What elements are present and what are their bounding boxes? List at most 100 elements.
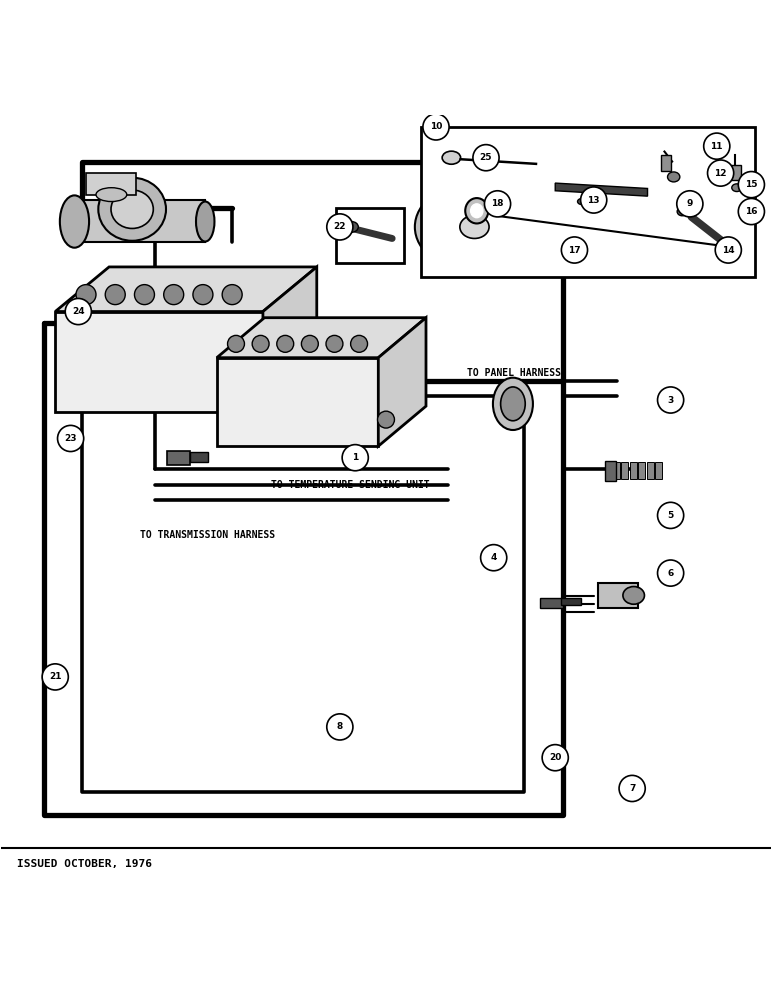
Circle shape bbox=[134, 285, 154, 305]
FancyBboxPatch shape bbox=[730, 165, 740, 180]
FancyBboxPatch shape bbox=[561, 598, 581, 605]
FancyBboxPatch shape bbox=[540, 598, 563, 608]
Text: 8: 8 bbox=[337, 722, 343, 731]
Ellipse shape bbox=[471, 204, 483, 218]
Ellipse shape bbox=[466, 198, 489, 223]
Ellipse shape bbox=[668, 172, 680, 182]
Circle shape bbox=[473, 145, 499, 171]
Text: 14: 14 bbox=[722, 246, 735, 255]
Ellipse shape bbox=[677, 207, 687, 216]
Text: 7: 7 bbox=[629, 784, 635, 793]
Circle shape bbox=[738, 172, 764, 198]
Text: 22: 22 bbox=[334, 222, 346, 231]
Circle shape bbox=[423, 114, 449, 140]
Text: 13: 13 bbox=[587, 196, 600, 205]
Polygon shape bbox=[555, 183, 648, 196]
Circle shape bbox=[738, 198, 764, 225]
FancyBboxPatch shape bbox=[56, 312, 263, 412]
Text: ISSUED OCTOBER, 1976: ISSUED OCTOBER, 1976 bbox=[17, 859, 152, 869]
Circle shape bbox=[326, 335, 343, 352]
Circle shape bbox=[619, 775, 645, 802]
Circle shape bbox=[342, 445, 368, 471]
Circle shape bbox=[76, 285, 96, 305]
FancyBboxPatch shape bbox=[647, 462, 654, 479]
Circle shape bbox=[164, 285, 184, 305]
Polygon shape bbox=[263, 267, 317, 412]
Text: TO TEMPERATURE SENDING UNIT: TO TEMPERATURE SENDING UNIT bbox=[271, 480, 429, 490]
Circle shape bbox=[707, 160, 733, 186]
Circle shape bbox=[252, 335, 269, 352]
Text: 3: 3 bbox=[668, 396, 674, 405]
FancyBboxPatch shape bbox=[336, 208, 404, 263]
Text: 23: 23 bbox=[64, 434, 77, 443]
FancyBboxPatch shape bbox=[621, 462, 628, 479]
Text: 18: 18 bbox=[491, 199, 504, 208]
Circle shape bbox=[58, 425, 83, 452]
FancyBboxPatch shape bbox=[655, 462, 662, 479]
Polygon shape bbox=[56, 267, 317, 312]
Polygon shape bbox=[217, 318, 426, 358]
Ellipse shape bbox=[460, 215, 489, 238]
FancyBboxPatch shape bbox=[630, 462, 637, 479]
FancyBboxPatch shape bbox=[598, 583, 638, 608]
Circle shape bbox=[542, 745, 568, 771]
Text: 9: 9 bbox=[686, 199, 693, 208]
Circle shape bbox=[193, 285, 213, 305]
Circle shape bbox=[481, 545, 506, 571]
Circle shape bbox=[42, 664, 68, 690]
Circle shape bbox=[581, 187, 607, 213]
FancyBboxPatch shape bbox=[661, 155, 672, 171]
FancyBboxPatch shape bbox=[86, 173, 136, 195]
Ellipse shape bbox=[500, 387, 525, 421]
FancyBboxPatch shape bbox=[217, 358, 378, 446]
Circle shape bbox=[704, 133, 730, 159]
Circle shape bbox=[222, 285, 242, 305]
Text: 12: 12 bbox=[714, 169, 727, 178]
Text: 24: 24 bbox=[72, 307, 85, 316]
Text: 1: 1 bbox=[352, 453, 358, 462]
Circle shape bbox=[561, 237, 587, 263]
Text: 6: 6 bbox=[668, 569, 674, 578]
Text: 20: 20 bbox=[549, 753, 561, 762]
Circle shape bbox=[277, 335, 293, 352]
Circle shape bbox=[105, 285, 125, 305]
Ellipse shape bbox=[98, 178, 166, 241]
Text: 15: 15 bbox=[745, 180, 757, 189]
FancyBboxPatch shape bbox=[167, 451, 190, 465]
Text: 21: 21 bbox=[49, 672, 62, 681]
Ellipse shape bbox=[344, 222, 358, 232]
Circle shape bbox=[658, 560, 684, 586]
Circle shape bbox=[327, 714, 353, 740]
FancyBboxPatch shape bbox=[605, 461, 616, 481]
FancyBboxPatch shape bbox=[638, 462, 645, 479]
Circle shape bbox=[228, 335, 245, 352]
Ellipse shape bbox=[623, 587, 645, 604]
FancyBboxPatch shape bbox=[74, 200, 205, 242]
Ellipse shape bbox=[493, 378, 533, 430]
FancyBboxPatch shape bbox=[421, 127, 755, 277]
Circle shape bbox=[658, 502, 684, 528]
Circle shape bbox=[350, 335, 367, 352]
Circle shape bbox=[301, 335, 318, 352]
Ellipse shape bbox=[415, 183, 534, 271]
Text: 5: 5 bbox=[668, 511, 674, 520]
Circle shape bbox=[378, 411, 394, 428]
Ellipse shape bbox=[732, 184, 742, 192]
Ellipse shape bbox=[111, 190, 154, 228]
Text: 25: 25 bbox=[479, 153, 493, 162]
Ellipse shape bbox=[442, 151, 461, 164]
Circle shape bbox=[677, 191, 703, 217]
Text: TO TRANSMISSION HARNESS: TO TRANSMISSION HARNESS bbox=[140, 530, 275, 540]
Ellipse shape bbox=[577, 198, 587, 205]
Text: 16: 16 bbox=[745, 207, 757, 216]
FancyBboxPatch shape bbox=[190, 452, 208, 462]
Polygon shape bbox=[378, 318, 426, 446]
Text: 11: 11 bbox=[710, 142, 723, 151]
FancyBboxPatch shape bbox=[503, 198, 561, 256]
Circle shape bbox=[715, 237, 741, 263]
FancyBboxPatch shape bbox=[613, 462, 620, 479]
Circle shape bbox=[66, 298, 91, 325]
Ellipse shape bbox=[60, 195, 89, 248]
Text: 4: 4 bbox=[490, 553, 497, 562]
Text: 17: 17 bbox=[568, 246, 581, 255]
